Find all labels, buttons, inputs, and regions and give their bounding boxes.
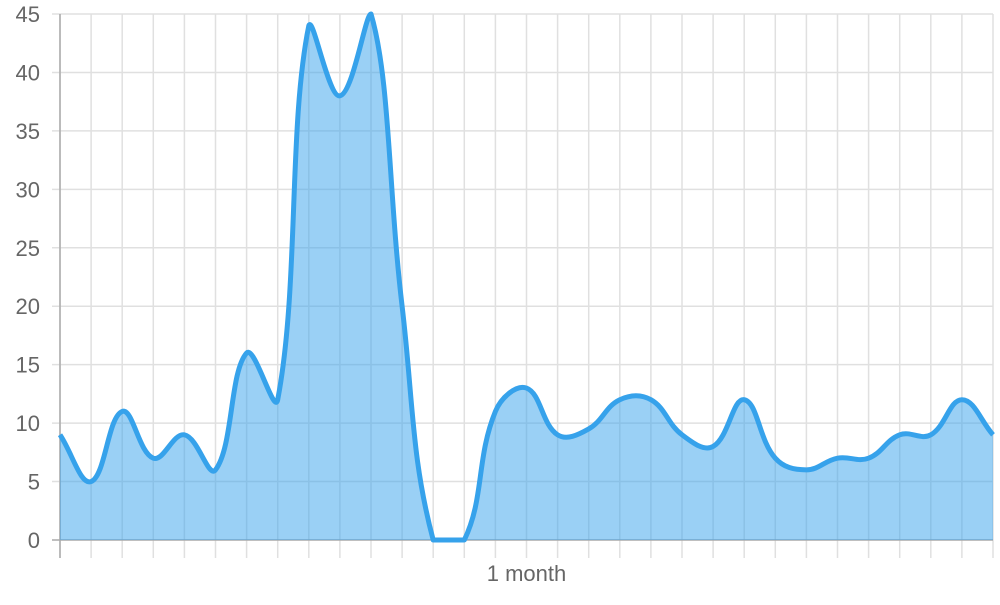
series-area-fill (60, 14, 993, 540)
y-tick-label: 40 (16, 60, 40, 85)
series-line (57, 11, 995, 543)
y-axis: 0 5 10 15 20 25 30 35 40 45 (16, 2, 40, 553)
y-tick-label: 10 (16, 411, 40, 436)
x-tick-label: 1 month (487, 561, 567, 586)
y-tick-label: 5 (28, 470, 40, 495)
y-tick-label: 30 (16, 177, 40, 202)
y-tick-label: 45 (16, 2, 40, 27)
y-tick-label: 35 (16, 119, 40, 144)
y-tick-label: 25 (16, 236, 40, 261)
y-tick-label: 0 (28, 528, 40, 553)
y-tick-label: 20 (16, 294, 40, 319)
y-tick-label: 15 (16, 353, 40, 378)
